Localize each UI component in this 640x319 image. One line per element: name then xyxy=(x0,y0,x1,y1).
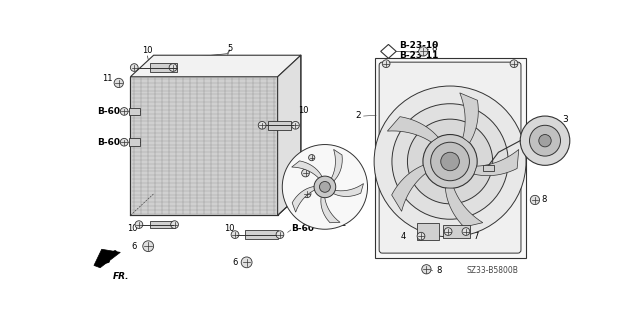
Circle shape xyxy=(143,241,154,252)
Circle shape xyxy=(431,142,469,181)
Text: 5: 5 xyxy=(227,44,232,53)
Polygon shape xyxy=(460,93,478,143)
Circle shape xyxy=(422,265,431,274)
Circle shape xyxy=(392,104,508,219)
Text: B-23-10: B-23-10 xyxy=(399,41,438,50)
Circle shape xyxy=(241,257,252,268)
Text: 11: 11 xyxy=(311,163,321,172)
Circle shape xyxy=(259,122,266,129)
Circle shape xyxy=(169,64,177,71)
Text: B-60: B-60 xyxy=(291,224,314,233)
Circle shape xyxy=(114,78,124,87)
Circle shape xyxy=(531,195,540,204)
Polygon shape xyxy=(392,165,426,211)
Text: 1: 1 xyxy=(340,219,346,227)
Text: 11: 11 xyxy=(102,74,113,83)
Text: 8: 8 xyxy=(436,266,442,275)
Circle shape xyxy=(120,138,128,146)
Text: 9: 9 xyxy=(315,189,320,198)
Circle shape xyxy=(374,86,526,237)
Circle shape xyxy=(282,145,367,229)
Text: 8: 8 xyxy=(541,196,547,204)
Bar xyxy=(129,138,140,146)
Text: 10: 10 xyxy=(225,224,235,233)
Circle shape xyxy=(444,228,452,235)
Bar xyxy=(483,165,494,172)
Circle shape xyxy=(441,152,460,171)
Circle shape xyxy=(382,60,390,68)
Circle shape xyxy=(539,135,551,147)
Polygon shape xyxy=(321,196,340,223)
Polygon shape xyxy=(131,77,278,215)
Polygon shape xyxy=(374,57,525,258)
Circle shape xyxy=(292,122,300,129)
Bar xyxy=(150,221,175,228)
Circle shape xyxy=(131,64,138,71)
Bar xyxy=(129,108,140,115)
Text: B-60: B-60 xyxy=(310,172,333,182)
Text: B-60: B-60 xyxy=(97,138,120,147)
Text: FR.: FR. xyxy=(113,272,129,281)
Circle shape xyxy=(419,47,428,56)
Polygon shape xyxy=(381,44,396,58)
Circle shape xyxy=(319,182,330,192)
FancyBboxPatch shape xyxy=(379,62,521,253)
Circle shape xyxy=(276,231,284,239)
Circle shape xyxy=(135,221,143,228)
Polygon shape xyxy=(387,117,438,142)
Circle shape xyxy=(120,108,128,115)
Polygon shape xyxy=(278,55,301,215)
Bar xyxy=(150,63,177,72)
Polygon shape xyxy=(292,161,323,179)
Circle shape xyxy=(417,232,425,240)
Circle shape xyxy=(308,154,315,161)
Circle shape xyxy=(314,176,336,198)
Text: 10: 10 xyxy=(127,224,138,233)
Bar xyxy=(443,225,470,239)
Text: 4: 4 xyxy=(400,232,406,241)
Polygon shape xyxy=(332,183,364,197)
Text: 7: 7 xyxy=(474,232,479,241)
Circle shape xyxy=(520,116,570,165)
Text: SZ33-B5800B: SZ33-B5800B xyxy=(467,266,518,275)
Circle shape xyxy=(529,125,561,156)
Text: B-23-11: B-23-11 xyxy=(399,51,438,60)
Polygon shape xyxy=(331,149,342,182)
Polygon shape xyxy=(292,186,316,212)
Polygon shape xyxy=(474,149,519,176)
Circle shape xyxy=(510,60,518,68)
Circle shape xyxy=(423,135,477,189)
Text: 8: 8 xyxy=(431,44,436,53)
Text: 10: 10 xyxy=(298,106,309,115)
Circle shape xyxy=(462,228,470,235)
Bar xyxy=(268,121,291,130)
Text: B-60: B-60 xyxy=(97,107,120,116)
Circle shape xyxy=(303,190,311,198)
Text: 7: 7 xyxy=(316,151,321,160)
Circle shape xyxy=(171,221,179,228)
Text: 2: 2 xyxy=(356,111,362,120)
Bar xyxy=(417,223,439,240)
Polygon shape xyxy=(445,188,483,227)
Text: 6: 6 xyxy=(232,258,237,267)
Polygon shape xyxy=(131,77,278,215)
Circle shape xyxy=(301,169,309,177)
Circle shape xyxy=(408,119,493,204)
Text: 10: 10 xyxy=(142,46,153,55)
Polygon shape xyxy=(131,55,301,77)
Polygon shape xyxy=(94,249,120,268)
Text: 3: 3 xyxy=(562,115,568,124)
Bar xyxy=(245,230,278,239)
Text: 6: 6 xyxy=(131,242,136,251)
Circle shape xyxy=(231,231,239,239)
